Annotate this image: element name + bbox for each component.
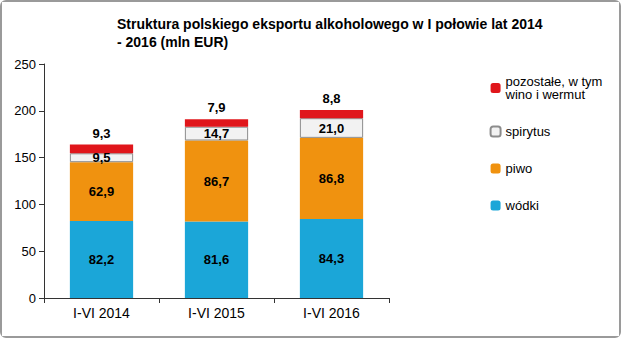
svg-text:50: 50 [22, 244, 36, 259]
svg-text:14,7: 14,7 [204, 126, 229, 141]
svg-text:100: 100 [14, 197, 36, 212]
svg-text:86,7: 86,7 [204, 174, 229, 189]
svg-text:piwo: piwo [506, 161, 533, 176]
svg-text:Struktura polskiego eksportu a: Struktura polskiego eksportu alkoholoweg… [117, 16, 546, 32]
svg-text:8,8: 8,8 [322, 91, 340, 106]
svg-text:84,3: 84,3 [319, 251, 344, 266]
svg-text:21,0: 21,0 [319, 121, 344, 136]
svg-text:spirytus: spirytus [506, 124, 551, 139]
svg-text:- 2016 (mln EUR): - 2016 (mln EUR) [117, 34, 228, 50]
svg-text:150: 150 [14, 150, 36, 165]
svg-text:wódki: wódki [505, 198, 539, 213]
svg-text:81,6: 81,6 [204, 252, 229, 267]
svg-text:I-VI 2015: I-VI 2015 [188, 305, 245, 321]
svg-text:pozostałe, w tym: pozostałe, w tym [505, 74, 606, 89]
svg-text:86,8: 86,8 [319, 171, 344, 186]
svg-text:82,2: 82,2 [89, 252, 114, 267]
svg-text:wino i wermut: wino i wermut [505, 87, 586, 102]
svg-text:7,9: 7,9 [207, 100, 225, 115]
svg-text:0: 0 [29, 291, 36, 306]
svg-text:I-VI 2016: I-VI 2016 [303, 305, 360, 321]
svg-text:9,3: 9,3 [92, 126, 110, 141]
svg-text:9,5: 9,5 [92, 150, 110, 165]
svg-text:200: 200 [14, 103, 36, 118]
svg-text:250: 250 [14, 57, 36, 72]
svg-text:I-VI 2014: I-VI 2014 [73, 305, 130, 321]
svg-text:62,9: 62,9 [89, 184, 114, 199]
